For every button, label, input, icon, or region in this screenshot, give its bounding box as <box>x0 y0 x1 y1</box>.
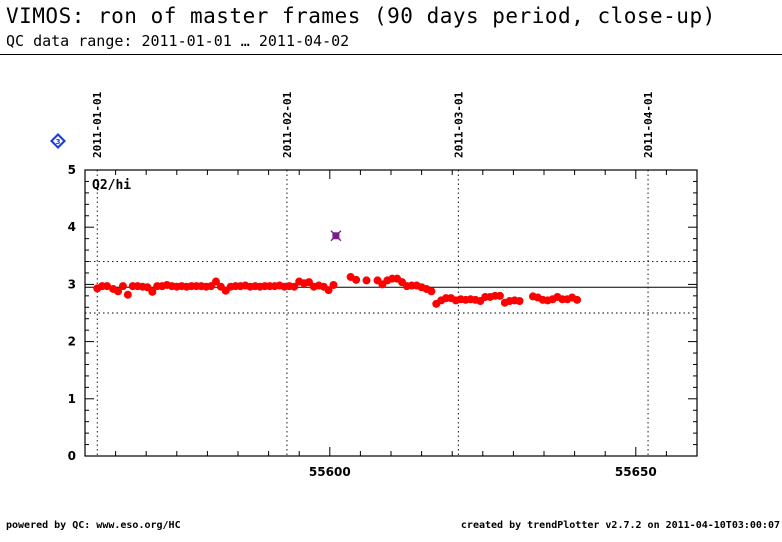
data-point <box>114 287 123 296</box>
outlier-cross <box>330 230 342 242</box>
data-point <box>515 296 524 305</box>
series-label: Q2/hi <box>92 178 131 193</box>
date-marker-label: 2011-03-01 <box>452 91 465 158</box>
chart-title: VIMOS: ron of master frames (90 days per… <box>6 4 716 28</box>
y-tick-label: 3 <box>68 277 76 291</box>
y-tick-label: 4 <box>68 220 76 234</box>
data-point <box>211 277 220 286</box>
data-point <box>329 280 338 289</box>
data-point <box>118 282 127 291</box>
y-tick-label: 5 <box>68 163 76 177</box>
date-marker-label: 2011-02-01 <box>281 91 294 158</box>
data-point <box>427 287 436 296</box>
footer-created-by: created by trendPlotter v2.7.2 on 2011-0… <box>460 520 780 531</box>
date-marker-label: 2011-04-01 <box>642 91 655 158</box>
data-point <box>123 290 132 299</box>
data-point <box>573 295 582 304</box>
header-divider <box>0 54 782 55</box>
data-point <box>362 276 371 285</box>
chart-subtitle: QC data range: 2011-01-01 … 2011-04-02 <box>6 32 350 50</box>
data-point <box>148 287 157 296</box>
data-point <box>290 282 299 291</box>
y-tick-label: 1 <box>68 392 76 406</box>
x-tick-label: 55650 <box>615 465 657 479</box>
data-point <box>103 282 112 291</box>
footer-powered-by: powered by QC: www.eso.org/HC <box>6 520 181 531</box>
chart-number-badge: 3 <box>50 133 66 149</box>
x-tick-label: 55600 <box>309 465 351 479</box>
y-tick-label: 0 <box>68 449 76 463</box>
date-marker-label: 2011-01-01 <box>91 91 104 158</box>
diamond-icon: 3 <box>50 133 66 149</box>
badge-label: 3 <box>56 138 61 146</box>
data-point <box>352 275 361 284</box>
y-tick-label: 2 <box>68 335 76 349</box>
data-point <box>495 291 504 300</box>
data-point <box>324 286 333 295</box>
